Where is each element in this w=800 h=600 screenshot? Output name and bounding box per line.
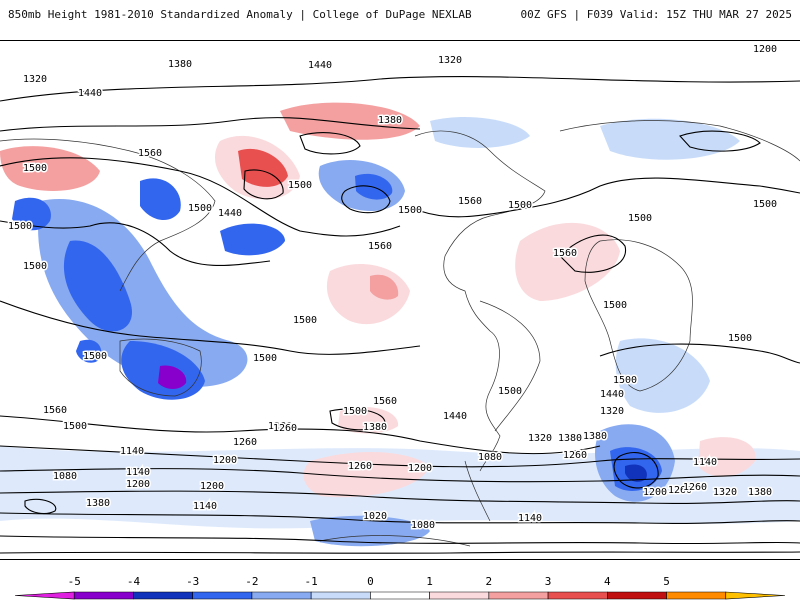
contour-label: 1500: [613, 375, 637, 386]
colorbar-segment: [725, 591, 786, 600]
contour-label: 1260: [563, 450, 587, 461]
contour-label: 1500: [728, 333, 752, 344]
contour-label: 1080: [53, 471, 77, 482]
contour-label: 1260: [683, 482, 707, 493]
map-title: 850mb Height 1981-2010 Standardized Anom…: [8, 7, 472, 21]
colorbar-tick-label: 1: [426, 575, 433, 588]
colorbar-tick-label: -1: [305, 575, 318, 588]
contour-label: 1200: [408, 463, 432, 474]
map-canvas: 1380 1320 1200 1440 1320 1380 1500 1560 1440 1380…: [0, 43, 800, 554]
contour-label: 1500: [288, 180, 312, 191]
anomaly-map: 1380 1320 1200 1440 1320 1380 1500 1560 1440 1380…: [0, 40, 800, 560]
contour-label: 1260: [233, 437, 257, 448]
contour-label: 1560: [138, 148, 162, 159]
colorbar-segment: [488, 591, 549, 600]
colorbar-tick-label: 5: [663, 575, 670, 588]
colorbar-segment: [73, 591, 134, 600]
contour-label: 1260: [563, 450, 587, 461]
contour-label: 1320: [528, 433, 552, 444]
contour-label: 1140: [518, 513, 542, 524]
contour-label: 1380: [583, 431, 607, 442]
contour-label: 1500: [83, 351, 107, 362]
contour-label: 1140: [120, 446, 144, 457]
contour-labels: 1380 1320 1200 1440 1320 1380 1500 1560 1440 1380…: [6, 43, 778, 533]
colorbar-segment: [547, 591, 608, 600]
colorbar-segment: [310, 591, 371, 600]
contour-label: 1200: [200, 481, 224, 492]
height-contours: [0, 76, 800, 554]
contour-label: 1200: [753, 44, 777, 55]
anomaly-colorbar: -5 -4 -3 -2 -1 0 1 2 3 4 5: [14, 575, 786, 600]
contour-label: 1320: [713, 487, 737, 498]
contour-label: 1560: [368, 241, 392, 252]
anomaly-shading: [0, 102, 800, 547]
contour-label: 1500: [508, 200, 532, 211]
contour-label: 1380: [378, 115, 402, 126]
colorbar-tick-label: 4: [604, 575, 611, 588]
colorbar-segment: [192, 591, 253, 600]
contour-label: 1380: [748, 487, 772, 498]
contour-label: 1500: [398, 205, 422, 216]
contour-label: 1440: [443, 411, 467, 422]
contour-label: 1080: [411, 520, 435, 531]
contour-label: 1440: [218, 208, 242, 219]
colorbar-segment: [251, 591, 312, 600]
contour-label: 1500: [8, 221, 32, 232]
contour-label: 1200: [643, 487, 667, 498]
contour-label: 1140: [193, 501, 217, 512]
contour-label: 1260: [668, 485, 692, 496]
contour-label: 1380: [558, 433, 582, 444]
colorbar-tick-label: 2: [486, 575, 493, 588]
colorbar-segment: [133, 591, 193, 600]
contour-label: 1380: [168, 59, 192, 70]
colorbar-tick-label: -4: [127, 575, 141, 588]
colorbar-segment: [607, 591, 667, 600]
model-valid-time: 00Z GFS | F039 Valid: 15Z THU MAR 27 202…: [520, 7, 792, 21]
contour-label: 1320: [438, 55, 462, 66]
contour-label: 1200: [126, 479, 150, 490]
colorbar-segment: [666, 591, 727, 600]
colorbar-segment: [370, 591, 430, 600]
colorbar-segment: [429, 591, 490, 600]
contour-label: 1440: [308, 60, 332, 71]
contour-label: 1560: [43, 405, 67, 416]
contour-label: 1500: [63, 421, 87, 432]
contour-label: 1500: [293, 315, 317, 326]
contour-label: 1380: [86, 498, 110, 509]
colorbar-tick-label: 0: [367, 575, 374, 588]
contour-label: 1320: [23, 74, 47, 85]
contour-label: 1500: [498, 386, 522, 397]
contour-label: 1500: [188, 203, 212, 214]
contour-label: 1500: [628, 213, 652, 224]
contour-label: 1500: [603, 300, 627, 311]
colorbar-tick-label: -2: [245, 575, 258, 588]
contour-label: 1200: [213, 455, 237, 466]
colorbar-segment: [14, 591, 75, 600]
contour-label: 1560: [373, 396, 397, 407]
contour-label: 1260: [348, 461, 372, 472]
contour-label: 1380: [268, 421, 292, 432]
contour-label: 1500: [343, 406, 367, 417]
contour-label: 1440: [78, 88, 102, 99]
contour-label: 1500: [253, 353, 277, 364]
contour-label: 1440: [600, 389, 624, 400]
map-header: 850mb Height 1981-2010 Standardized Anom…: [0, 0, 800, 28]
contour-label: 1020: [363, 511, 387, 522]
contour-label: 1260: [273, 423, 297, 434]
contour-label: 1380: [363, 422, 387, 433]
coastlines: [0, 120, 800, 547]
contour-label: 1140: [126, 467, 150, 478]
colorbar-tick-label: -5: [68, 575, 81, 588]
contour-label: 1500: [753, 199, 777, 210]
contour-label: 1560: [458, 196, 482, 207]
contour-label: 1320: [600, 406, 624, 417]
colorbar-tick-label: 3: [545, 575, 552, 588]
colorbar-tick-label: -3: [186, 575, 199, 588]
contour-label: 1560: [553, 248, 577, 259]
contour-label: 1500: [23, 261, 47, 272]
contour-label: 1140: [693, 457, 717, 468]
contour-label: 1080: [478, 452, 502, 463]
contour-label: 1500: [23, 163, 47, 174]
